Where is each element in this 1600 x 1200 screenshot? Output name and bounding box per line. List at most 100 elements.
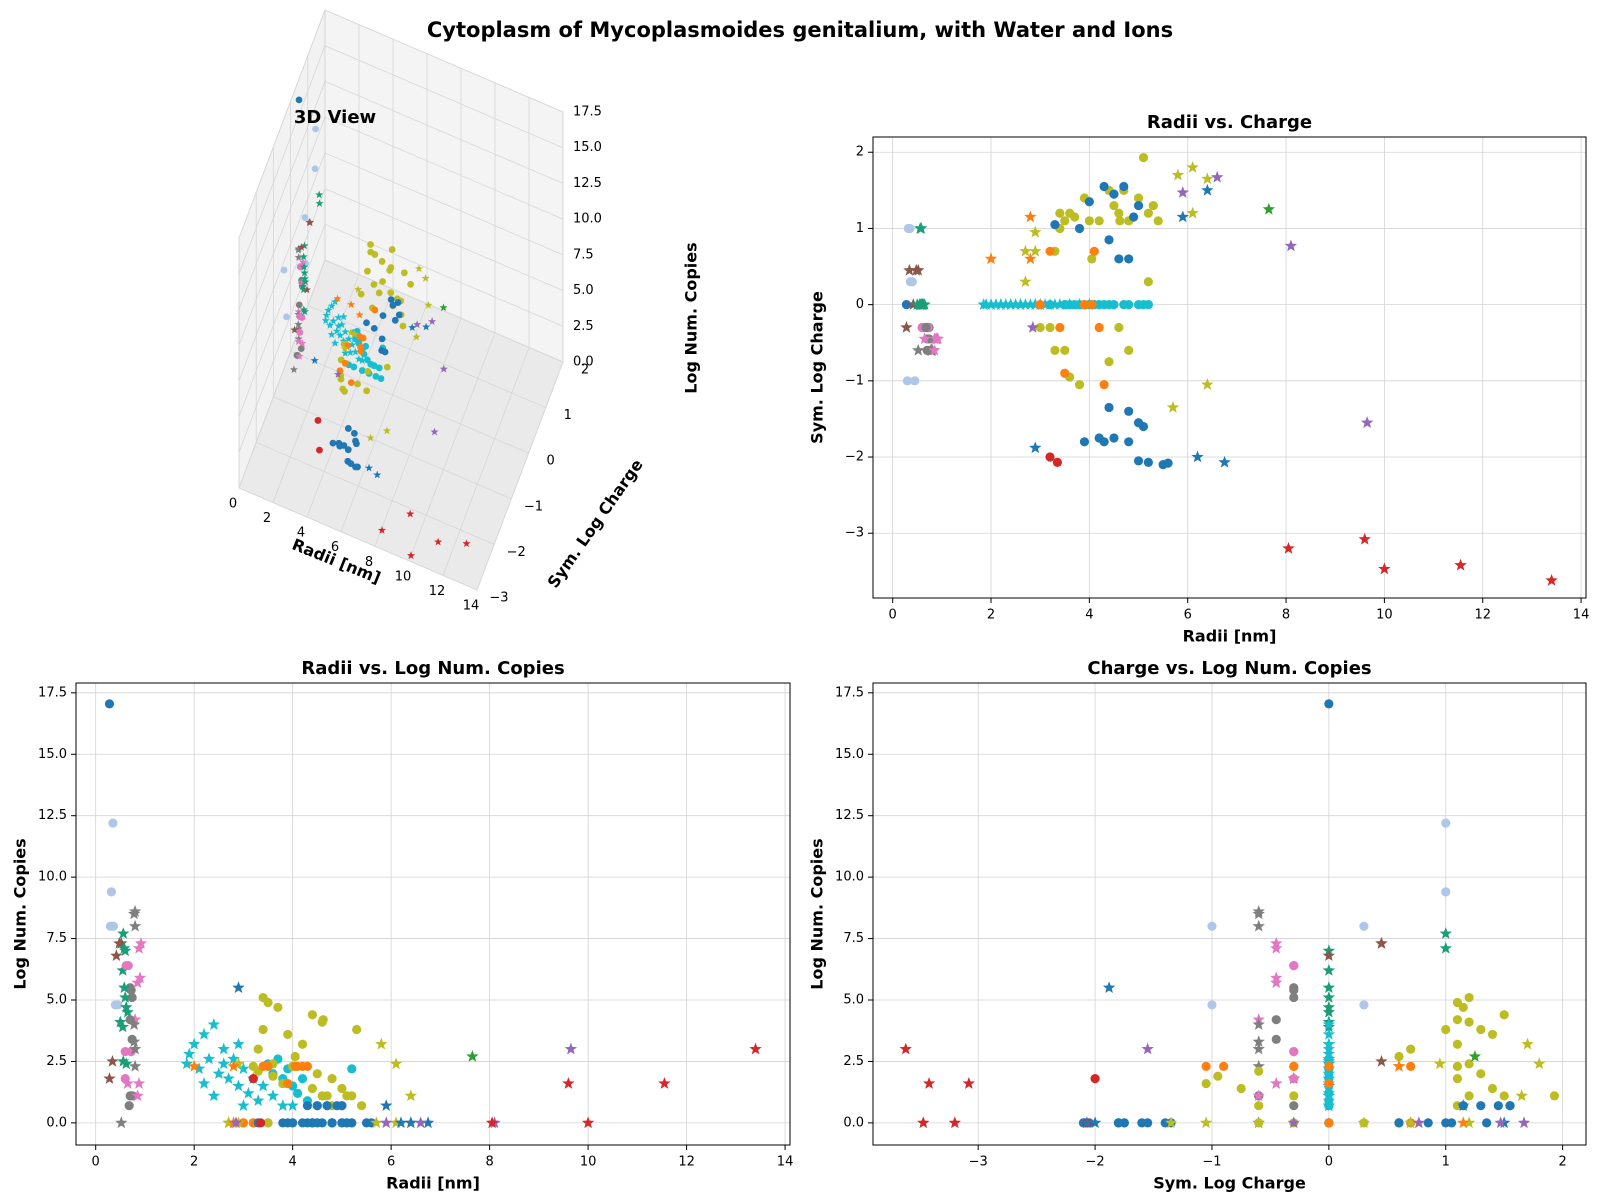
data-point <box>1499 1091 1509 1101</box>
x-tick-label: 8 <box>485 1155 493 1170</box>
data-point-3d <box>310 356 319 364</box>
data-point <box>404 1116 418 1129</box>
data-point <box>1099 181 1109 192</box>
data-point <box>256 1118 266 1128</box>
data-point-3d <box>379 278 386 285</box>
data-point-3d <box>347 300 356 308</box>
data-point-3d <box>316 446 323 454</box>
data-point <box>113 936 126 949</box>
data-point-3d <box>382 426 391 435</box>
data-point <box>103 1072 116 1084</box>
data-point-3d <box>414 264 424 273</box>
data-point <box>1137 1118 1147 1128</box>
axes-frame <box>872 136 1587 599</box>
data-point <box>1160 1118 1170 1128</box>
y-tick-label: 10.0 <box>38 870 67 885</box>
z-axis-label: Log Num. Copies <box>682 242 701 393</box>
data-point <box>1252 1018 1265 1030</box>
data-point-3d <box>364 368 372 375</box>
data-point <box>197 1077 211 1089</box>
data-point <box>202 1052 216 1065</box>
data-point <box>120 1047 130 1057</box>
data-point <box>1129 212 1139 222</box>
data-point-3d <box>355 310 364 319</box>
data-point <box>1289 1047 1299 1057</box>
data-point <box>1114 254 1124 264</box>
y-tick-label: 2.5 <box>843 1054 864 1069</box>
data-point-3d <box>294 245 303 254</box>
data-point <box>1113 1118 1124 1128</box>
data-point <box>1211 170 1224 183</box>
data-point <box>1164 1116 1178 1129</box>
data-point <box>1289 985 1299 995</box>
data-point <box>1458 1002 1468 1012</box>
data-point-3d <box>305 218 314 226</box>
data-point <box>342 1091 352 1101</box>
x-tick-label: 12 <box>1474 608 1491 623</box>
data-point <box>380 1116 393 1129</box>
x-tick-label: 6 <box>387 1155 395 1170</box>
data-point <box>263 1061 273 1071</box>
data-point-3d <box>383 363 391 371</box>
data-point <box>1104 357 1114 367</box>
data-point <box>188 1059 201 1072</box>
data-point <box>1143 300 1153 310</box>
data-point <box>1254 1101 1264 1111</box>
data-point <box>1322 1018 1336 1030</box>
data-point <box>307 1010 317 1020</box>
data-point <box>1045 452 1055 462</box>
data-point-3d <box>373 470 382 479</box>
data-point-3d <box>301 277 310 286</box>
grid-line-z <box>238 116 564 346</box>
data-point <box>1423 1118 1433 1128</box>
data-point <box>1074 223 1085 234</box>
data-point <box>1176 186 1189 198</box>
data-point <box>266 1089 280 1102</box>
data-point <box>276 1099 289 1111</box>
data-point-3d <box>378 335 386 343</box>
data-point <box>962 1077 976 1089</box>
x-tick-label: 1 <box>1442 1155 1450 1170</box>
data-point <box>121 1005 134 1018</box>
y-tick-label: 0 <box>856 297 864 312</box>
data-point <box>128 1059 142 1072</box>
data-point-3d <box>299 305 308 314</box>
data-point-3d <box>289 365 298 374</box>
data-point-3d <box>371 306 379 314</box>
data-point-3d <box>406 551 416 559</box>
data-point <box>1270 936 1283 949</box>
data-point <box>1048 298 1062 310</box>
data-point <box>1476 1101 1486 1111</box>
data-point <box>1143 208 1153 218</box>
data-point <box>1322 981 1336 993</box>
data-point <box>1392 1059 1406 1072</box>
data-point <box>297 1074 308 1084</box>
data-point-3d <box>295 96 303 104</box>
x-tick-label: −3 <box>969 1155 988 1170</box>
y-tick-label: 12.5 <box>835 808 864 823</box>
data-point <box>1441 818 1451 828</box>
data-point-3d <box>311 165 319 173</box>
data-point <box>977 298 990 310</box>
data-point <box>901 300 912 310</box>
data-point <box>1089 246 1099 256</box>
data-point <box>1045 322 1055 333</box>
data-point <box>217 1057 230 1070</box>
x-tick-label: 10 <box>395 569 412 584</box>
x-tick-label: 8 <box>365 555 373 570</box>
x-tick-label: 0 <box>1325 1155 1333 1170</box>
x-tick-label: 0 <box>889 608 897 623</box>
y-tick-label: 10.0 <box>835 870 864 885</box>
data-point <box>1357 1116 1371 1129</box>
data-point <box>115 1116 128 1129</box>
data-point <box>1148 200 1158 211</box>
data-point-3d <box>348 340 357 349</box>
data-point <box>910 376 920 386</box>
y-tick-label: 0.0 <box>46 1115 67 1130</box>
data-point-3d <box>315 190 324 199</box>
data-point <box>984 252 998 265</box>
data-point-3d <box>350 363 358 371</box>
data-point <box>1099 437 1109 447</box>
data-point <box>1464 992 1474 1003</box>
data-point <box>1262 202 1276 215</box>
